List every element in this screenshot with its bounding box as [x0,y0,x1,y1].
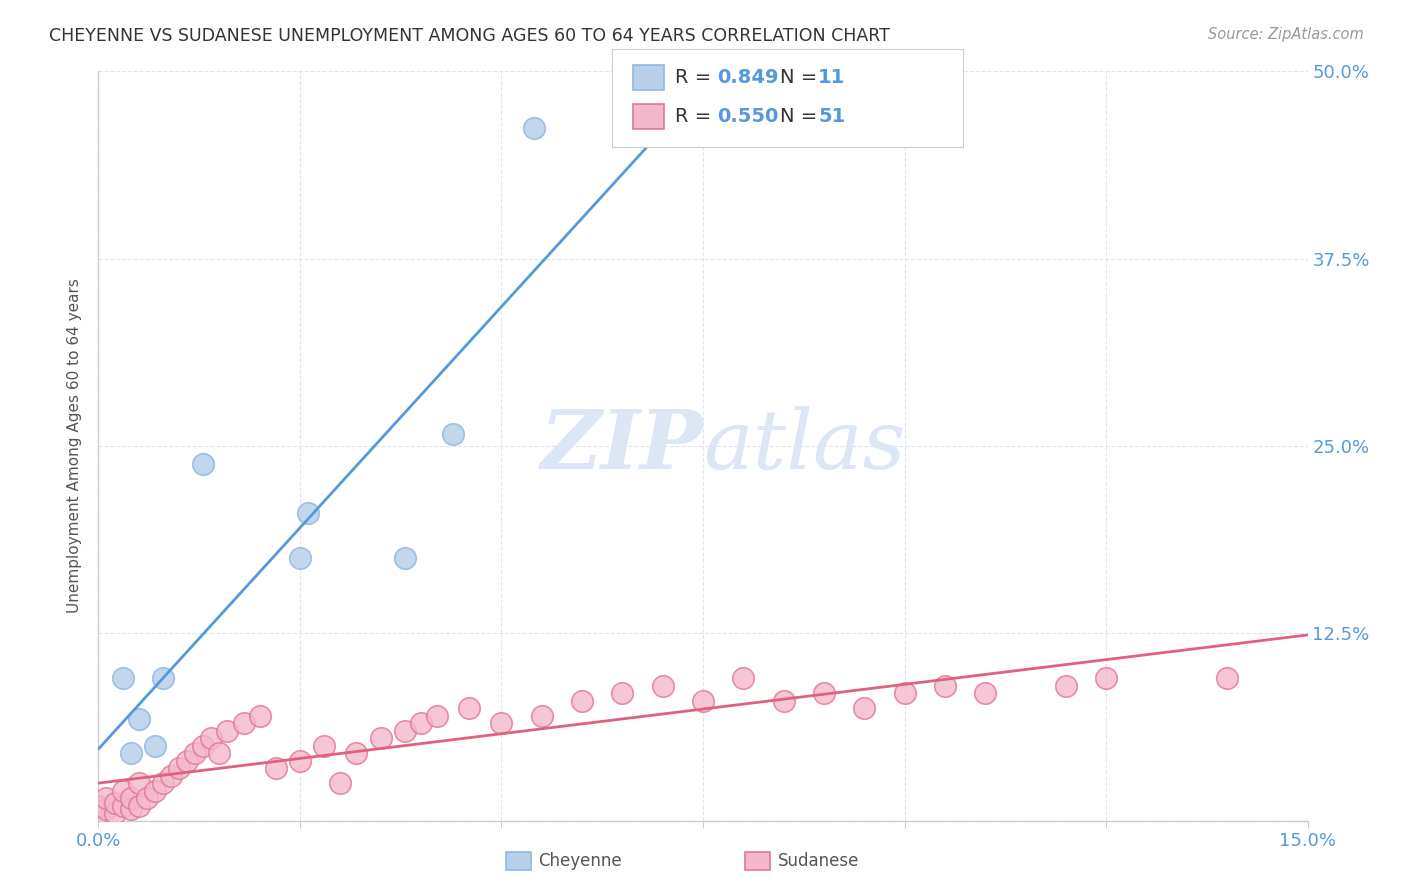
Text: 0.849: 0.849 [717,68,779,87]
Point [692,694,714,708]
Point [208,746,231,760]
Point [135,791,157,805]
Point [813,686,835,700]
Point [314,739,336,753]
Point [491,716,513,731]
Point [1095,671,1118,685]
Point [111,783,134,797]
Point [394,551,416,566]
Point [160,769,183,783]
Text: Cheyenne: Cheyenne [538,852,621,870]
Point [143,783,166,797]
Point [297,507,319,521]
Point [523,121,546,136]
Point [370,731,392,746]
Point [120,746,142,760]
Point [87,806,110,821]
Y-axis label: Unemployment Among Ages 60 to 64 years: Unemployment Among Ages 60 to 64 years [67,278,83,614]
Point [530,708,553,723]
Point [103,796,125,810]
Point [87,798,110,813]
Point [200,731,222,746]
Point [458,701,481,715]
Point [893,686,915,700]
Point [264,761,287,775]
Point [176,754,198,768]
Text: N =: N = [780,68,824,87]
Text: R =: R = [675,107,717,127]
Point [394,723,416,738]
Point [344,746,367,760]
Point [96,791,118,805]
Point [128,776,150,790]
Point [120,802,142,816]
Point [152,671,174,685]
Point [288,754,311,768]
Point [651,679,673,693]
Text: R =: R = [675,68,717,87]
Point [96,802,118,816]
Point [103,806,125,821]
Point [193,739,215,753]
Text: CHEYENNE VS SUDANESE UNEMPLOYMENT AMONG AGES 60 TO 64 YEARS CORRELATION CHART: CHEYENNE VS SUDANESE UNEMPLOYMENT AMONG … [49,27,890,45]
Point [152,776,174,790]
Text: 0.550: 0.550 [717,107,779,127]
Point [120,791,142,805]
Point [1216,671,1239,685]
Point [409,716,432,731]
Point [974,686,997,700]
Point [143,739,166,753]
Point [612,686,634,700]
Point [288,551,311,566]
Point [733,671,755,685]
Point [111,671,134,685]
Text: ZIP: ZIP [540,406,703,486]
Text: atlas: atlas [703,406,905,486]
Point [128,712,150,726]
Point [128,798,150,813]
Text: Sudanese: Sudanese [778,852,859,870]
Point [426,708,449,723]
Point [249,708,271,723]
Text: 11: 11 [818,68,845,87]
Point [1054,679,1077,693]
Point [934,679,956,693]
Point [571,694,593,708]
Point [184,746,207,760]
Text: N =: N = [780,107,824,127]
Point [772,694,794,708]
Text: 51: 51 [818,107,845,127]
Point [853,701,876,715]
Point [329,776,352,790]
Point [232,716,254,731]
Point [217,723,239,738]
Point [111,798,134,813]
Point [167,761,190,775]
Text: Source: ZipAtlas.com: Source: ZipAtlas.com [1208,27,1364,42]
Point [441,427,464,442]
Point [193,457,215,471]
